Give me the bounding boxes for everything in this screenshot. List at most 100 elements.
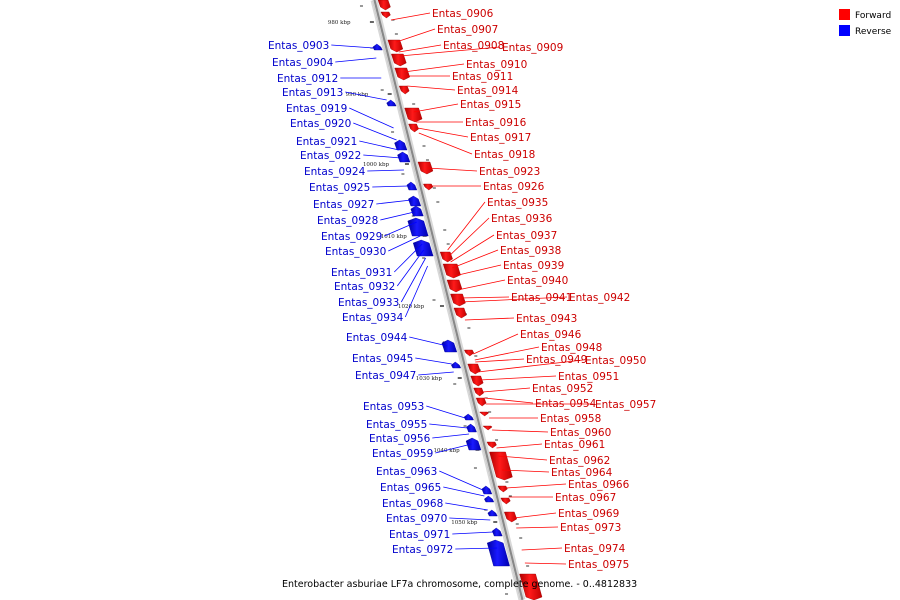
leader-line	[473, 333, 519, 355]
forward-gene-block	[473, 387, 484, 397]
reverse-gene-block	[465, 437, 482, 451]
forward-gene-label[interactable]: Entas_0942	[569, 292, 630, 304]
forward-gene-label[interactable]: Entas_0951	[558, 371, 619, 383]
leader-line	[455, 547, 498, 550]
leader-line	[418, 132, 473, 155]
reverse-gene-label[interactable]: Entas_0904	[272, 57, 334, 69]
forward-gene-block	[486, 441, 497, 449]
forward-gene-label[interactable]: Entas_0935	[487, 197, 548, 209]
forward-gene-label[interactable]: Entas_0961	[544, 439, 605, 451]
leader-line	[400, 257, 426, 303]
forward-gene-label[interactable]: Entas_0915	[460, 99, 521, 111]
reverse-gene-label[interactable]: Entas_0925	[309, 182, 370, 194]
reverse-gene-label[interactable]: Entas_0944	[346, 332, 408, 344]
leader-line	[418, 371, 454, 376]
tick-label: 1000 kbp	[363, 162, 390, 168]
reverse-gene-label[interactable]: Entas_0921	[296, 136, 357, 148]
reverse-gene-label[interactable]: Entas_0956	[369, 433, 431, 445]
leader-line	[376, 199, 412, 205]
forward-gene-label[interactable]: Entas_0960	[550, 427, 611, 439]
reverse-gene-label[interactable]: Entas_0963	[376, 466, 437, 478]
forward-gene-label[interactable]: Entas_0952	[532, 383, 593, 395]
forward-gene-label[interactable]: Entas_0954	[535, 398, 597, 410]
forward-gene-label[interactable]: Entas_0939	[503, 260, 564, 272]
reverse-gene-block	[410, 205, 424, 217]
forward-gene-label[interactable]: Entas_0969	[558, 508, 619, 520]
forward-gene-block	[489, 451, 513, 481]
reverse-gene-label[interactable]: Entas_0945	[352, 353, 413, 365]
forward-gene-label[interactable]: Entas_0926	[483, 181, 545, 193]
forward-gene-label[interactable]: Entas_0918	[474, 149, 535, 161]
leader-line	[363, 154, 402, 159]
forward-gene-label[interactable]: Entas_0907	[437, 24, 498, 36]
forward-gene-label[interactable]: Entas_0916	[465, 117, 527, 129]
forward-gene-label[interactable]: Entas_0967	[555, 492, 616, 504]
forward-gene-label[interactable]: Entas_0958	[540, 413, 601, 425]
forward-gene-label[interactable]: Entas_0948	[541, 342, 602, 354]
forward-gene-label[interactable]: Entas_0923	[479, 166, 540, 178]
forward-gene-label[interactable]: Entas_0917	[470, 132, 531, 144]
forward-gene-label[interactable]: Entas_0940	[507, 275, 568, 287]
forward-gene-label[interactable]: Entas_0973	[560, 522, 621, 534]
reverse-gene-label[interactable]: Entas_0922	[300, 150, 361, 162]
reverse-gene-label[interactable]: Entas_0913	[282, 87, 343, 99]
reverse-gene-block	[451, 361, 462, 369]
legend-forward-swatch	[839, 9, 850, 20]
forward-gene-label[interactable]: Entas_0938	[500, 245, 561, 257]
reverse-gene-block	[481, 485, 493, 495]
chromosome-backbone	[370, 0, 526, 600]
leader-line	[345, 91, 387, 101]
reverse-gene-label[interactable]: Entas_0929	[321, 231, 382, 243]
forward-gene-label[interactable]: Entas_0914	[457, 85, 519, 97]
legend-forward-label: Forward	[855, 11, 891, 21]
forward-gene-label[interactable]: Entas_0941	[511, 292, 572, 304]
forward-gene-label[interactable]: Entas_0909	[502, 42, 563, 54]
forward-gene-block	[500, 497, 511, 505]
forward-gene-label[interactable]: Entas_0962	[549, 455, 610, 467]
leader-line	[429, 423, 468, 429]
reverse-gene-label[interactable]: Entas_0953	[363, 401, 424, 413]
reverse-gene-label[interactable]: Entas_0970	[386, 513, 447, 525]
forward-gene-label[interactable]: Entas_0908	[443, 40, 504, 52]
forward-gene-label[interactable]: Entas_0936	[491, 213, 553, 225]
forward-gene-label[interactable]: Entas_0957	[595, 399, 656, 411]
forward-gene-label[interactable]: Entas_0966	[568, 479, 630, 491]
reverse-gene-label[interactable]: Entas_0971	[389, 529, 450, 541]
forward-gene-label[interactable]: Entas_0974	[564, 543, 626, 555]
reverse-gene-label[interactable]: Entas_0955	[366, 419, 427, 431]
forward-gene-label[interactable]: Entas_0906	[432, 8, 494, 20]
reverse-gene-label[interactable]: Entas_0931	[331, 267, 392, 279]
reverse-gene-label[interactable]: Entas_0932	[334, 281, 395, 293]
reverse-gene-label[interactable]: Entas_0924	[304, 166, 366, 178]
reverse-gene-label[interactable]: Entas_0965	[380, 482, 441, 494]
reverse-gene-label[interactable]: Entas_0927	[313, 199, 374, 211]
reverse-gene-label[interactable]: Entas_0912	[277, 73, 338, 85]
forward-gene-block	[380, 11, 391, 19]
leader-line	[443, 486, 485, 497]
reverse-gene-label[interactable]: Entas_0968	[382, 498, 443, 510]
leader-line	[404, 265, 428, 318]
reverse-gene-label[interactable]: Entas_0947	[355, 370, 416, 382]
leader-line	[399, 46, 501, 57]
leader-line	[407, 85, 456, 91]
forward-gene-label[interactable]: Entas_0949	[526, 354, 587, 366]
reverse-gene-label[interactable]: Entas_0972	[392, 544, 453, 556]
forward-gene-label[interactable]: Entas_0964	[551, 467, 613, 479]
reverse-gene-label[interactable]: Entas_0933	[338, 297, 399, 309]
reverse-gene-label[interactable]: Entas_0920	[290, 118, 351, 130]
forward-gene-label[interactable]: Entas_0911	[452, 71, 513, 83]
reverse-gene-label[interactable]: Entas_0934	[342, 312, 404, 324]
forward-gene-label[interactable]: Entas_0943	[516, 313, 577, 325]
forward-gene-block	[442, 263, 461, 279]
reverse-gene-label[interactable]: Entas_0928	[317, 215, 378, 227]
reverse-gene-label[interactable]: Entas_0903	[268, 40, 329, 52]
forward-gene-label[interactable]: Entas_0950	[585, 355, 646, 367]
reverse-gene-label[interactable]: Entas_0959	[372, 448, 433, 460]
forward-gene-label[interactable]: Entas_0975	[568, 559, 629, 571]
forward-gene-label[interactable]: Entas_0946	[520, 329, 582, 341]
reverse-gene-label[interactable]: Entas_0919	[286, 103, 347, 115]
forward-gene-label[interactable]: Entas_0937	[496, 230, 557, 242]
forward-gene-label[interactable]: Entas_0910	[466, 59, 527, 71]
forward-gene-block	[417, 161, 434, 175]
reverse-gene-label[interactable]: Entas_0930	[325, 246, 386, 258]
